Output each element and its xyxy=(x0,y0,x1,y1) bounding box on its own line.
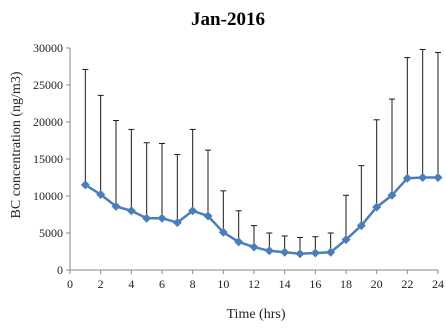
data-point xyxy=(80,180,90,190)
y-axis: 0 5000 10000 15000 20000 25000 30000 xyxy=(33,41,71,277)
y-tick-label: 15000 xyxy=(33,152,63,166)
y-tick-label: 30000 xyxy=(33,41,63,55)
data-point xyxy=(402,173,412,183)
data-point xyxy=(96,190,106,200)
x-tick-label: 16 xyxy=(309,277,321,291)
data-point xyxy=(264,246,274,256)
series-line xyxy=(84,176,438,255)
data-point xyxy=(418,173,428,182)
data-points xyxy=(80,173,443,259)
data-point xyxy=(126,206,136,216)
error-bars xyxy=(82,48,441,254)
x-tick-label: 14 xyxy=(279,277,291,291)
data-point xyxy=(172,218,182,228)
y-tick-label: 25000 xyxy=(33,78,63,92)
data-point xyxy=(341,235,351,245)
data-point xyxy=(433,173,443,182)
data-point xyxy=(157,213,167,223)
data-point xyxy=(372,202,382,212)
x-tick-label: 0 xyxy=(67,277,73,291)
x-tick-label: 2 xyxy=(98,277,104,291)
data-point xyxy=(142,213,152,223)
x-tick-label: 12 xyxy=(248,277,260,291)
data-point xyxy=(280,247,290,257)
y-tick-label: 5000 xyxy=(39,226,63,240)
x-tick-label: 6 xyxy=(159,277,165,291)
x-tick-label: 18 xyxy=(340,277,352,291)
data-point xyxy=(203,211,213,221)
data-point xyxy=(310,248,320,258)
chart-title: Jan-2016 xyxy=(191,9,265,30)
y-tick-label: 0 xyxy=(57,263,63,277)
data-point xyxy=(111,201,121,211)
data-point xyxy=(356,221,366,231)
data-line xyxy=(84,176,438,255)
data-point xyxy=(387,190,397,200)
x-axis-label: Time (hrs) xyxy=(227,307,286,322)
y-tick-label: 10000 xyxy=(33,189,63,203)
data-point xyxy=(249,242,259,252)
data-point xyxy=(326,247,336,257)
x-tick-label: 20 xyxy=(371,277,383,291)
data-point xyxy=(218,227,228,237)
y-axis-label: BC concentration (ng/m3) xyxy=(9,71,24,218)
x-axis: 0 2 4 6 8 10 12 14 16 18 20 22 24 xyxy=(67,269,444,291)
y-tick-label: 20000 xyxy=(33,115,63,129)
x-tick-label: 22 xyxy=(401,277,413,291)
x-tick-label: 8 xyxy=(190,277,196,291)
data-point xyxy=(295,249,305,259)
x-tick-label: 4 xyxy=(128,277,134,291)
data-point xyxy=(234,237,244,247)
x-tick-label: 10 xyxy=(217,277,229,291)
x-tick-label: 24 xyxy=(432,277,444,291)
data-point xyxy=(188,206,198,216)
